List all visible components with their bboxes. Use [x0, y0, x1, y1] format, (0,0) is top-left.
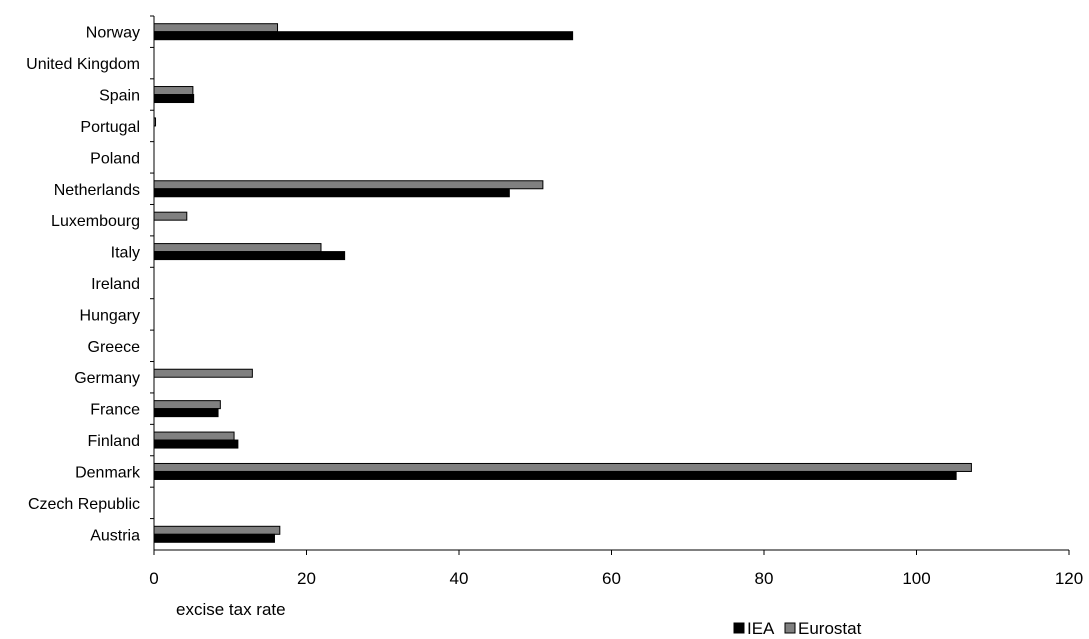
- bar-iea: [153, 533, 275, 543]
- bar-eurostat: [153, 211, 188, 221]
- bar-iea: [153, 439, 239, 449]
- category-label: Ireland: [91, 276, 140, 293]
- x-tick-label: 120: [1055, 569, 1083, 588]
- x-tick-labels: 0 20 40 60 80 100 120: [149, 550, 1083, 588]
- category-label: Denmark: [75, 464, 141, 481]
- bar-eurostat: [153, 368, 253, 378]
- legend-label-eurostat: Eurostat: [798, 619, 862, 638]
- category-label: Germany: [74, 370, 140, 387]
- x-tick-label: 100: [902, 569, 930, 588]
- bar-eurostat: [153, 180, 544, 190]
- category-labels: Austria Czech Republic Denmark Finland Franc…: [26, 25, 141, 545]
- bar-eurostat: [153, 86, 194, 96]
- category-label: Netherlands: [54, 182, 140, 199]
- category-label: United Kingdom: [26, 56, 140, 73]
- category-label: Poland: [90, 150, 140, 167]
- x-axis-title: excise tax rate: [176, 600, 286, 619]
- x-tick-label: 0: [149, 569, 158, 588]
- bar-iea: [153, 470, 957, 480]
- bar-iea: [153, 408, 219, 418]
- category-label: Greece: [88, 339, 141, 356]
- category-label: Luxembourg: [51, 213, 140, 230]
- bar-eurostat: [153, 23, 279, 33]
- x-tick-label: 40: [450, 569, 469, 588]
- category-label: Hungary: [80, 307, 140, 324]
- category-label: Norway: [86, 25, 140, 42]
- bar-eurostat: [153, 400, 221, 410]
- category-label: France: [90, 402, 140, 419]
- bar-eurostat: [153, 525, 281, 535]
- category-label: Italy: [111, 245, 140, 262]
- legend-swatch-eurostat: [784, 622, 796, 634]
- x-tick-label: 80: [755, 569, 774, 588]
- category-label: Czech Republic: [28, 496, 140, 513]
- bars-layer: [150, 15, 972, 543]
- bar-iea: [153, 31, 574, 41]
- bar-eurostat: [153, 243, 322, 253]
- bar-eurostat: [153, 462, 972, 472]
- legend-swatch-iea: [733, 622, 745, 634]
- legend-label-iea: IEA: [747, 619, 775, 638]
- x-tick-label: 20: [297, 569, 316, 588]
- bar-iea: [153, 251, 346, 261]
- category-label: Spain: [99, 88, 140, 105]
- bar-iea: [153, 94, 195, 104]
- x-tick-label: 60: [602, 569, 621, 588]
- bar-iea: [153, 188, 510, 198]
- category-label: Austria: [90, 527, 140, 544]
- legend: IEA Eurostat: [733, 619, 862, 638]
- category-label: Portugal: [80, 119, 140, 136]
- bar-eurostat: [153, 431, 235, 441]
- category-label: Finland: [88, 433, 140, 450]
